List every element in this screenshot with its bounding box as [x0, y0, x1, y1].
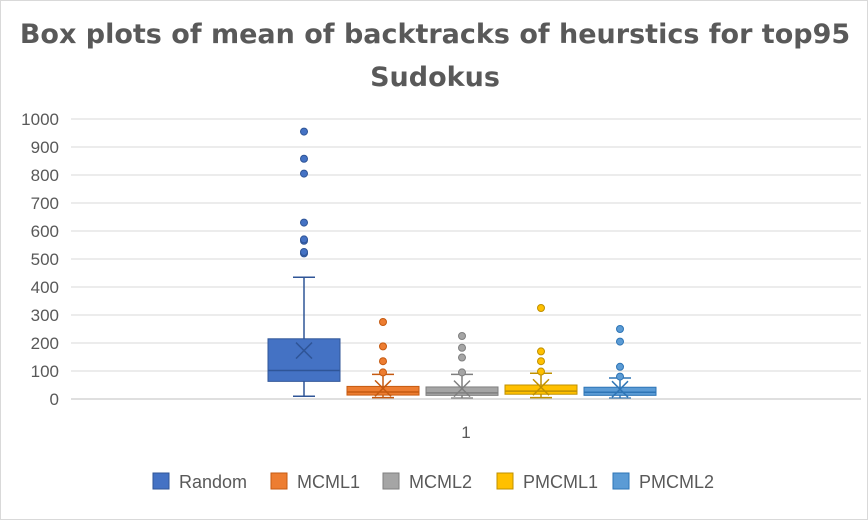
y-tick-label: 800: [31, 166, 59, 185]
box-plot-mcml1: [346, 318, 420, 399]
box-plot-random: [267, 127, 341, 397]
outlier-point: [537, 304, 545, 312]
legend-label: PMCML1: [523, 472, 598, 492]
gridlines: [71, 118, 861, 372]
y-tick-label: 900: [31, 138, 59, 157]
legend-label: MCML1: [297, 472, 360, 492]
outlier-point: [537, 367, 545, 376]
box: [425, 386, 499, 396]
outlier-point: [458, 368, 466, 377]
outlier-point: [300, 127, 308, 136]
outlier-point: [458, 353, 466, 362]
y-tick-label: 1000: [21, 110, 59, 129]
outlier-point: [458, 332, 466, 340]
y-tick-label: 700: [31, 194, 59, 213]
y-tick-label: 200: [31, 334, 59, 353]
y-tick-label: 100: [31, 362, 59, 381]
box: [346, 385, 420, 396]
legend-swatch: [382, 472, 400, 490]
outlier-point: [379, 342, 387, 351]
legend-label: PMCML2: [639, 472, 714, 492]
box-plots: [267, 127, 657, 399]
outlier-point: [616, 362, 624, 371]
box: [583, 386, 657, 396]
mean-marker: [374, 379, 392, 397]
y-tick-label: 300: [31, 306, 59, 325]
outlier-point: [379, 318, 387, 326]
box: [267, 338, 341, 382]
outlier-point: [616, 337, 624, 346]
mean-marker: [611, 380, 629, 398]
outlier-point: [300, 235, 308, 244]
mean-marker: [453, 380, 471, 398]
outlier-point: [616, 325, 624, 333]
legend-swatch: [496, 472, 514, 490]
y-tick-label: 500: [31, 250, 59, 269]
y-axis-ticks: 0 100 200 300 400 500 600 700 800 900 1000: [21, 110, 59, 409]
outlier-point: [379, 368, 387, 377]
outlier-point: [537, 357, 545, 366]
outlier-point: [300, 248, 308, 256]
legend-swatch: [152, 472, 170, 490]
mean-marker: [532, 378, 550, 396]
chart-title-line-2: Sudokus: [370, 62, 500, 93]
legend-label: Random: [179, 472, 247, 492]
legend-swatch: [612, 472, 630, 490]
y-tick-label: 400: [31, 278, 59, 297]
legend-swatch: [270, 472, 288, 490]
legend: Random MCML1 MCML2 PMCML1 PMCML2: [152, 472, 714, 492]
chart-title-line-1: Box plots of mean of backtracks of heurs…: [20, 19, 850, 50]
box-plot-mcml2: [425, 332, 499, 399]
outlier-point: [379, 357, 387, 366]
outlier-point: [616, 372, 624, 381]
outlier-point: [300, 154, 308, 163]
legend-label: MCML2: [409, 472, 472, 492]
x-tick-label: 1: [461, 423, 470, 442]
outlier-point: [300, 169, 308, 178]
mean-marker: [295, 342, 313, 360]
box-plot-pmcml2: [583, 325, 657, 399]
box-plot-pmcml1: [504, 304, 578, 399]
outlier-point: [458, 343, 466, 352]
y-tick-label: 0: [50, 390, 59, 409]
outlier-point: [300, 218, 308, 227]
outlier-point: [537, 347, 545, 356]
y-tick-label: 600: [31, 222, 59, 241]
box: [504, 384, 578, 395]
